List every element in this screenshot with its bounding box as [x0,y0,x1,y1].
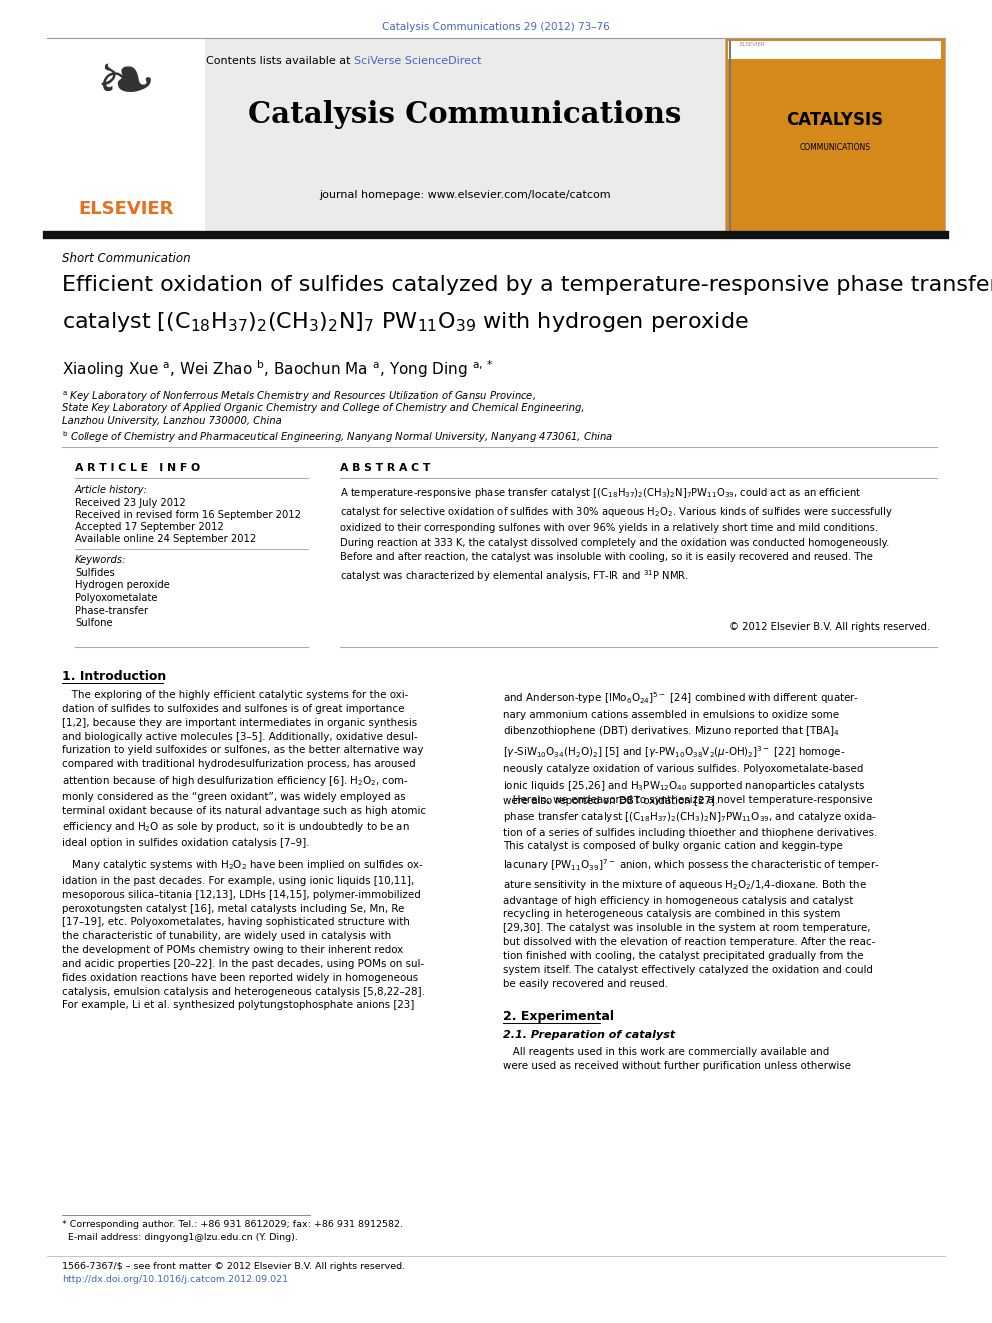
Bar [205,38,725,233]
Text: and Anderson-type [IMo$_6$O$_{24}$]$^{5-}$ [24] combined with different quater-
: and Anderson-type [IMo$_6$O$_{24}$]$^{5-… [503,691,865,807]
Bar [47,38,205,233]
Bar [725,38,945,233]
Text: ELSEVIER: ELSEVIER [78,200,174,218]
Text: A B S T R A C T: A B S T R A C T [340,463,431,474]
Text: journal homepage: www.elsevier.com/locate/catcom: journal homepage: www.elsevier.com/locat… [319,191,611,200]
Text: COMMUNICATIONS: COMMUNICATIONS [800,143,871,152]
Text: Phase-transfer: Phase-transfer [75,606,148,615]
Text: SciVerse ScienceDirect: SciVerse ScienceDirect [354,56,481,66]
Text: Herein, we endeavored to synthesize a novel temperature-responsive
phase transfe: Herein, we endeavored to synthesize a no… [503,795,880,988]
Text: $^{\rm a}$ Key Laboratory of Nonferrous Metals Chemistry and Resources Utilizati: $^{\rm a}$ Key Laboratory of Nonferrous … [62,390,536,405]
Text: Received 23 July 2012: Received 23 July 2012 [75,497,186,508]
Text: ❧: ❧ [96,50,157,119]
Text: catalyst [(C$_{18}$H$_{37}$)$_2$(CH$_3$)$_2$N]$_7$ PW$_{11}$O$_{39}$ with hydrog: catalyst [(C$_{18}$H$_{37}$)$_2$(CH$_3$)… [62,310,749,333]
Text: Many catalytic systems with H$_2$O$_2$ have been implied on sulfides ox-
idation: Many catalytic systems with H$_2$O$_2$ h… [62,859,425,1011]
Text: Polyoxometalate: Polyoxometalate [75,593,158,603]
Text: Short Communication: Short Communication [62,251,190,265]
Text: Available online 24 September 2012: Available online 24 September 2012 [75,534,256,544]
Text: Catalysis Communications 29 (2012) 73–76: Catalysis Communications 29 (2012) 73–76 [382,22,610,32]
Text: Keywords:: Keywords: [75,556,127,565]
Text: Accepted 17 September 2012: Accepted 17 September 2012 [75,523,224,532]
Text: * Corresponding author. Tel.: +86 931 8612029; fax: +86 931 8912582.: * Corresponding author. Tel.: +86 931 86… [62,1220,403,1229]
Text: Xiaoling Xue $^{\rm a}$, Wei Zhao $^{\rm b}$, Baochun Ma $^{\rm a}$, Yong Ding $: Xiaoling Xue $^{\rm a}$, Wei Zhao $^{\rm… [62,359,493,380]
Bar [728,41,941,60]
Text: Contents lists available at: Contents lists available at [206,56,354,66]
Text: All reagents used in this work are commercially available and
were used as recei: All reagents used in this work are comme… [503,1046,851,1070]
Text: CATALYSIS: CATALYSIS [787,111,884,130]
Text: A temperature-responsive phase transfer catalyst [(C$_{18}$H$_{37}$)$_2$(CH$_3$): A temperature-responsive phase transfer … [340,486,893,583]
Text: Received in revised form 16 September 2012: Received in revised form 16 September 20… [75,509,301,520]
Text: E-mail address: dingyong1@lzu.edu.cn (Y. Ding).: E-mail address: dingyong1@lzu.edu.cn (Y.… [62,1233,298,1242]
Text: State Key Laboratory of Applied Organic Chemistry and College of Chemistry and C: State Key Laboratory of Applied Organic … [62,404,584,413]
Text: Lanzhou University, Lanzhou 730000, China: Lanzhou University, Lanzhou 730000, Chin… [62,415,282,426]
Text: Article history:: Article history: [75,486,148,495]
Text: Efficient oxidation of sulfides catalyzed by a temperature-responsive phase tran: Efficient oxidation of sulfides catalyze… [62,275,992,295]
Text: ELSEVIER: ELSEVIER [740,42,766,48]
Text: $^{\rm b}$ College of Chemistry and Pharmaceutical Engineering, Nanyang Normal U: $^{\rm b}$ College of Chemistry and Phar… [62,429,613,445]
Text: 2. Experimental: 2. Experimental [503,1009,614,1023]
Text: Sulfides: Sulfides [75,568,115,578]
Text: A R T I C L E   I N F O: A R T I C L E I N F O [75,463,200,474]
Text: http://dx.doi.org/10.1016/j.catcom.2012.09.021: http://dx.doi.org/10.1016/j.catcom.2012.… [62,1275,288,1285]
Text: 1566-7367/$ – see front matter © 2012 Elsevier B.V. All rights reserved.: 1566-7367/$ – see front matter © 2012 El… [62,1262,405,1271]
Text: The exploring of the highly efficient catalytic systems for the oxi-
dation of s: The exploring of the highly efficient ca… [62,691,427,848]
Text: Sulfone: Sulfone [75,618,113,628]
Text: Hydrogen peroxide: Hydrogen peroxide [75,581,170,590]
Text: 1. Introduction: 1. Introduction [62,669,167,683]
Text: 2.1. Preparation of catalyst: 2.1. Preparation of catalyst [503,1031,676,1040]
Text: Catalysis Communications: Catalysis Communications [248,101,682,130]
Text: © 2012 Elsevier B.V. All rights reserved.: © 2012 Elsevier B.V. All rights reserved… [729,622,930,632]
